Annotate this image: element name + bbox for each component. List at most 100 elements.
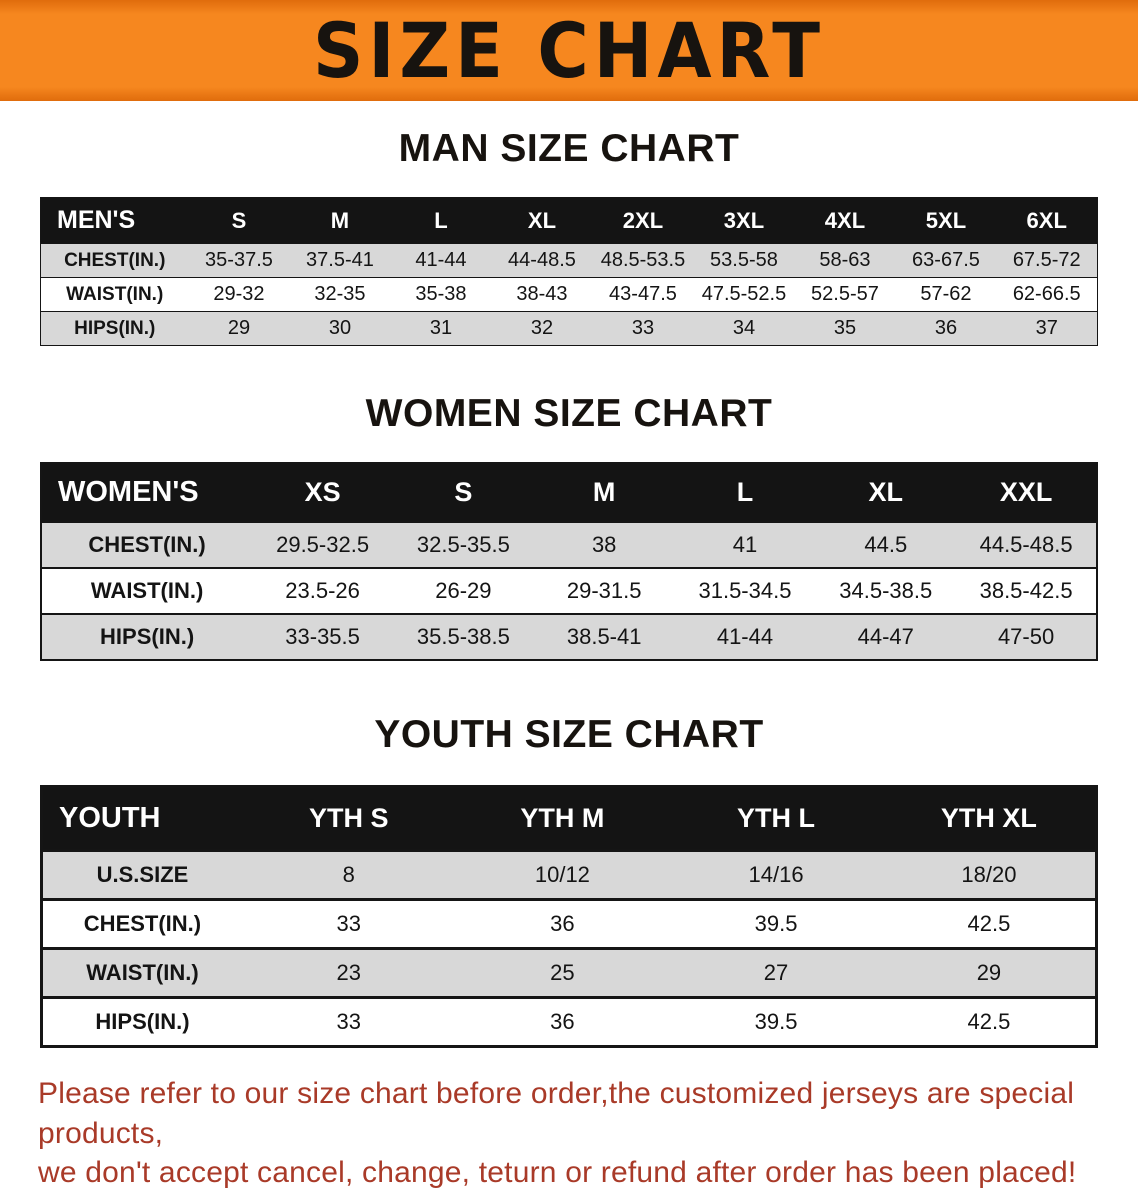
women-size-table: WOMEN'S XS S M L XL XXL CHEST(IN.) 29.5-32.5 32.5… <box>40 462 1098 661</box>
table-title-cell: WOMEN'S <box>41 463 253 522</box>
measurement-value-cell: 8 <box>241 849 456 900</box>
measurement-value-cell: 35.5-38.5 <box>392 613 534 660</box>
measurement-value-cell: 44-48.5 <box>491 243 593 278</box>
measurement-value-cell: 23.5-26 <box>252 567 393 614</box>
size-column-header: 6XL <box>996 197 1098 244</box>
measurement-row: U.S.SIZE 8 10/12 14/16 18/20 <box>41 849 1097 900</box>
measurement-label-cell: HIPS(IN.) <box>41 996 242 1047</box>
men-size-table: MEN'S S M L XL 2XL 3XL 4XL 5XL 6XL CHEST(IN.) 35-37… <box>40 197 1098 346</box>
measurement-value-cell: 53.5-58 <box>693 243 795 278</box>
measurement-value-cell: 39.5 <box>669 996 883 1047</box>
youth-size-section: YOUTH SIZE CHART YOUTH YTH S YTH M YTH L YTH… <box>0 713 1138 1048</box>
size-column-header: YTH XL <box>882 786 1097 851</box>
disclaimer: Please refer to our size chart before or… <box>38 1074 1100 1193</box>
youth-section-heading: YOUTH SIZE CHART <box>374 713 764 756</box>
measurement-value-cell: 31.5-34.5 <box>674 567 816 614</box>
measurement-value-cell: 18/20 <box>882 849 1097 900</box>
size-column-header: YTH L <box>669 786 883 851</box>
measurement-value-cell: 32 <box>491 311 593 346</box>
measurement-value-cell: 36 <box>455 996 670 1047</box>
measurement-value-cell: 38 <box>533 521 675 568</box>
measurement-value-cell: 14/16 <box>669 849 883 900</box>
size-column-header: L <box>674 463 816 522</box>
measurement-value-cell: 29.5-32.5 <box>252 521 393 568</box>
measurement-value-cell: 29-31.5 <box>533 567 675 614</box>
measurement-value-cell: 27 <box>669 947 883 998</box>
measurement-value-cell: 41-44 <box>674 613 816 660</box>
measurement-value-cell: 62-66.5 <box>996 277 1098 312</box>
size-column-header: YTH M <box>455 786 670 851</box>
measurement-value-cell: 57-62 <box>895 277 997 312</box>
measurement-label-cell: CHEST(IN.) <box>41 521 253 568</box>
measurement-value-cell: 35 <box>794 311 896 346</box>
measurement-value-cell: 37 <box>996 311 1098 346</box>
measurement-value-cell: 34.5-38.5 <box>815 567 957 614</box>
measurement-value-cell: 39.5 <box>669 898 883 949</box>
size-column-header: 4XL <box>794 197 896 244</box>
measurement-value-cell: 44.5 <box>815 521 957 568</box>
measurement-value-cell: 38.5-42.5 <box>956 567 1097 614</box>
measurement-value-cell: 36 <box>455 898 670 949</box>
measurement-value-cell: 25 <box>455 947 670 998</box>
measurement-value-cell: 31 <box>390 311 492 346</box>
measurement-row: CHEST(IN.) 29.5-32.5 32.5-35.5 38 41 44.5 44.5… <box>41 521 1097 568</box>
measurement-value-cell: 30 <box>289 311 391 346</box>
measurement-value-cell: 35-38 <box>390 277 492 312</box>
size-column-header: S <box>188 197 290 244</box>
table-header-row: WOMEN'S XS S M L XL XXL <box>41 463 1097 522</box>
measurement-value-cell: 44-47 <box>815 613 957 660</box>
measurement-value-cell: 26-29 <box>392 567 534 614</box>
measurement-row: CHEST(IN.) 33 36 39.5 42.5 <box>41 898 1097 949</box>
table-title-cell: YOUTH <box>41 786 242 851</box>
size-column-header: 2XL <box>592 197 694 244</box>
measurement-value-cell: 36 <box>895 311 997 346</box>
youth-size-table: YOUTH YTH S YTH M YTH L YTH XL U.S.SIZE 8 10/12… <box>40 785 1098 1048</box>
measurement-value-cell: 38.5-41 <box>533 613 675 660</box>
measurement-row: CHEST(IN.) 35-37.5 37.5-41 41-44 44-48.5 48.5… <box>40 243 1098 278</box>
measurement-row: HIPS(IN.) 33 36 39.5 42.5 <box>41 996 1097 1047</box>
measurement-value-cell: 32.5-35.5 <box>392 521 534 568</box>
measurement-label-cell: WAIST(IN.) <box>40 277 189 312</box>
measurement-label-cell: HIPS(IN.) <box>41 613 253 660</box>
measurement-value-cell: 44.5-48.5 <box>956 521 1097 568</box>
table-header-row: YOUTH YTH S YTH M YTH L YTH XL <box>41 786 1097 851</box>
measurement-value-cell: 23 <box>241 947 456 998</box>
size-column-header: 3XL <box>693 197 795 244</box>
measurement-row: WAIST(IN.) 29-32 32-35 35-38 38-43 43-47.5 47.… <box>40 277 1098 312</box>
women-section-heading: WOMEN SIZE CHART <box>365 392 773 435</box>
measurement-label-cell: HIPS(IN.) <box>40 311 189 346</box>
size-column-header: YTH S <box>241 786 456 851</box>
measurement-value-cell: 33 <box>592 311 694 346</box>
measurement-value-cell: 47-50 <box>956 613 1097 660</box>
measurement-value-cell: 48.5-53.5 <box>592 243 694 278</box>
measurement-row: HIPS(IN.) 33-35.5 35.5-38.5 38.5-41 41-44 44-… <box>41 613 1097 660</box>
measurement-value-cell: 58-63 <box>794 243 896 278</box>
measurement-value-cell: 29 <box>882 947 1097 998</box>
measurement-value-cell: 33-35.5 <box>252 613 393 660</box>
size-column-header: XS <box>252 463 393 522</box>
measurement-value-cell: 41 <box>674 521 816 568</box>
measurement-label-cell: CHEST(IN.) <box>41 898 242 949</box>
measurement-value-cell: 34 <box>693 311 795 346</box>
women-size-section: WOMEN SIZE CHART WOMEN'S XS S M L XL XXL CHEST(… <box>0 392 1138 661</box>
measurement-value-cell: 35-37.5 <box>188 243 290 278</box>
size-column-header: XL <box>491 197 593 244</box>
size-column-header: S <box>392 463 534 522</box>
size-column-header: M <box>289 197 391 244</box>
men-size-section: MAN SIZE CHART MEN'S S M L XL 2XL 3XL 4XL 5XL 6XL… <box>0 127 1138 346</box>
measurement-value-cell: 38-43 <box>491 277 593 312</box>
measurement-value-cell: 42.5 <box>882 996 1097 1047</box>
measurement-value-cell: 52.5-57 <box>794 277 896 312</box>
measurement-value-cell: 43-47.5 <box>592 277 694 312</box>
measurement-value-cell: 37.5-41 <box>289 243 391 278</box>
page-title: SIZE CHART <box>312 6 826 95</box>
size-column-header: XL <box>815 463 957 522</box>
measurement-value-cell: 29-32 <box>188 277 290 312</box>
measurement-value-cell: 33 <box>241 898 456 949</box>
measurement-label-cell: WAIST(IN.) <box>41 567 253 614</box>
size-column-header: 5XL <box>895 197 997 244</box>
measurement-value-cell: 42.5 <box>882 898 1097 949</box>
measurement-value-cell: 33 <box>241 996 456 1047</box>
measurement-row: WAIST(IN.) 23 25 27 29 <box>41 947 1097 998</box>
measurement-value-cell: 67.5-72 <box>996 243 1098 278</box>
